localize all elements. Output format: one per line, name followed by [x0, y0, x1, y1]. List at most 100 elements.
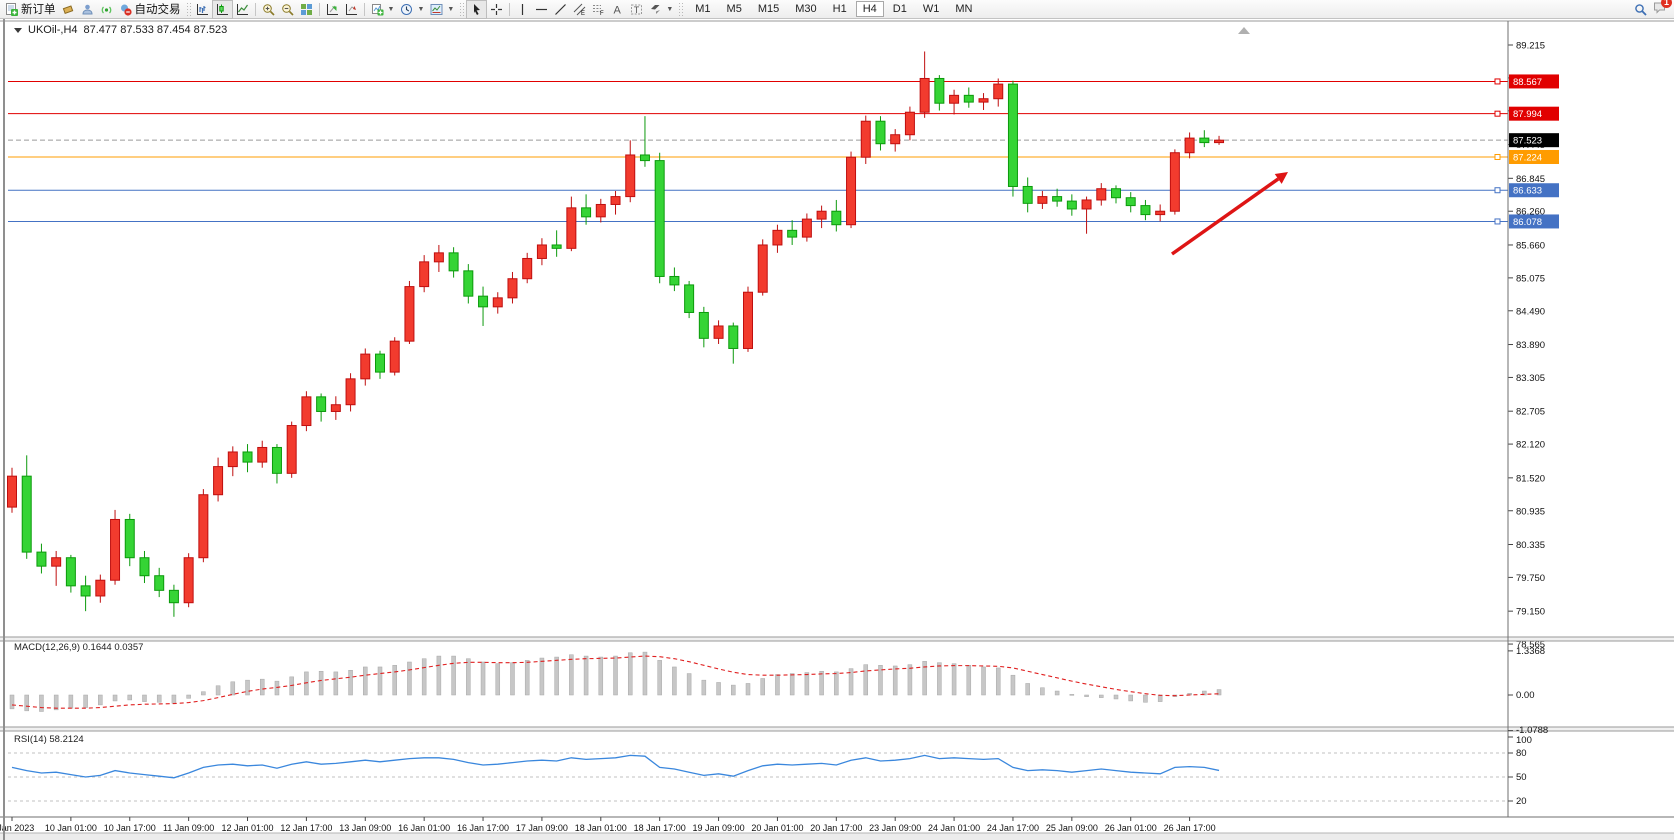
add-indicator-icon [371, 3, 383, 15]
text-button[interactable]: A [608, 1, 627, 18]
toolbar-separator [509, 2, 511, 16]
toolbar-separator [363, 2, 365, 16]
signals-button[interactable] [97, 1, 116, 18]
candlestick-button[interactable] [211, 0, 233, 19]
trend-arrow-annotation[interactable] [1170, 172, 1288, 256]
shapes-button[interactable]: ▼ [646, 1, 676, 18]
svg-text:83.890: 83.890 [1516, 340, 1545, 351]
timeframe-M5[interactable]: M5 [726, 3, 742, 15]
svg-text:82.705: 82.705 [1516, 407, 1545, 418]
shapes-arrows-icon [651, 4, 661, 14]
svg-text:16 Jan 17:00: 16 Jan 17:00 [457, 823, 509, 833]
profiles-icon [81, 4, 93, 14]
crosshair-button[interactable] [487, 1, 506, 18]
new-chart-icon [326, 3, 338, 15]
svg-text:86.845: 86.845 [1516, 174, 1545, 185]
tile-windows-button[interactable] [297, 1, 316, 18]
chart-title-bar: UKOil-,H4 87.477 87.533 87.454 87.523 [14, 24, 227, 36]
clock-icon [401, 3, 413, 15]
svg-text:13 Jan 09:00: 13 Jan 09:00 [339, 823, 391, 833]
notifications-button[interactable]: 1 [1653, 0, 1672, 17]
chevron-down-icon: ▼ [387, 5, 395, 13]
fibonacci-button[interactable]: F [589, 1, 608, 18]
svg-text:26 Jan 17:00: 26 Jan 17:00 [1164, 823, 1216, 833]
auto-trading-button[interactable]: 自动交易 [116, 1, 184, 18]
svg-text:18 Jan 17:00: 18 Jan 17:00 [634, 823, 686, 833]
new-order-label: 新订单 [21, 4, 56, 16]
rsi-axis[interactable]: 100 80 50 20 [1508, 735, 1532, 807]
chart-marker-button[interactable] [342, 1, 361, 18]
svg-text:F: F [600, 11, 604, 16]
toolbar-grip [459, 1, 465, 17]
symbol-dropdown-icon[interactable] [14, 27, 22, 33]
channel-button[interactable]: E [570, 1, 589, 18]
svg-text:87.994: 87.994 [1513, 109, 1542, 120]
svg-text:85.075: 85.075 [1516, 273, 1545, 284]
search-icon[interactable] [1634, 3, 1647, 16]
add-indicator-button[interactable]: ▼ [368, 1, 398, 18]
macd-label: MACD(12,26,9) 0.1644 0.0357 [14, 642, 144, 653]
timeframe-MN[interactable]: MN [955, 3, 973, 15]
timeframe-group: M1 M5 M15 M30 H1 H4 D1 W1 MN [687, 1, 980, 17]
zoom-in-button[interactable] [259, 1, 278, 18]
svg-text:12 Jan 01:00: 12 Jan 01:00 [221, 823, 273, 833]
new-chart-button[interactable] [323, 1, 342, 18]
eraser-button[interactable] [59, 1, 78, 18]
svg-text:10 Jan 17:00: 10 Jan 17:00 [104, 823, 156, 833]
chart-shift-marker[interactable] [1238, 27, 1250, 34]
chart-marker-icon [345, 3, 357, 15]
timeframe-H1[interactable]: H1 [832, 3, 847, 15]
timeframe-M1[interactable]: M1 [695, 3, 711, 15]
timeframe-D1[interactable]: D1 [892, 3, 907, 15]
toolbar-right-group: 1 [1634, 0, 1674, 17]
bar-chart-button[interactable] [193, 1, 212, 18]
svg-text:19 Jan 09:00: 19 Jan 09:00 [693, 823, 745, 833]
zoom-out-button[interactable] [278, 1, 297, 18]
rsi-label: RSI(14) 58.2124 [14, 734, 84, 745]
timeframe-M15[interactable]: M15 [757, 3, 780, 15]
macd-panel [9, 651, 1222, 712]
svg-text:79.150: 79.150 [1516, 607, 1545, 618]
svg-text:-1.0788: -1.0788 [1516, 725, 1548, 736]
chart-window[interactable]: 89.21588.63088.04587.44586.84586.26085.6… [0, 19, 1674, 840]
chart-canvas[interactable]: 89.21588.63088.04587.44586.84586.26085.6… [0, 19, 1674, 840]
text-label-icon: T [631, 4, 643, 15]
timeframe-H4[interactable]: H4 [855, 1, 884, 17]
svg-text:23 Jan 09:00: 23 Jan 09:00 [869, 823, 921, 833]
svg-text:80.335: 80.335 [1516, 540, 1545, 551]
bar-chart-icon [196, 3, 208, 15]
macd-axis[interactable]: 1.3368 0.00 -1.0788 [1508, 646, 1548, 736]
template-button[interactable]: ▼ [427, 1, 457, 18]
notification-count-badge: 1 [1661, 0, 1672, 8]
svg-text:50: 50 [1516, 772, 1527, 783]
timeframe-W1[interactable]: W1 [922, 3, 940, 15]
line-chart-button[interactable] [233, 1, 252, 18]
new-order-button[interactable]: 新订单 [2, 1, 59, 18]
svg-text:81.520: 81.520 [1516, 473, 1545, 484]
cursor-button[interactable] [466, 0, 488, 19]
horizontal-level-lines[interactable] [8, 78, 1508, 225]
vertical-line-button[interactable] [513, 1, 532, 18]
candlestick-icon [216, 3, 228, 15]
text-label-button[interactable]: T [627, 1, 646, 18]
profiles-button[interactable] [78, 1, 97, 18]
svg-text:80: 80 [1516, 748, 1527, 759]
svg-text:12 Jan 17:00: 12 Jan 17:00 [280, 823, 332, 833]
svg-text:87.224: 87.224 [1513, 152, 1542, 163]
timeframe-M30[interactable]: M30 [795, 3, 817, 15]
fibonacci-icon: F [593, 4, 604, 16]
zoom-out-icon [281, 3, 294, 16]
horizontal-line-button[interactable] [532, 1, 551, 18]
svg-text:18 Jan 01:00: 18 Jan 01:00 [575, 823, 627, 833]
rsi-panel [8, 752, 1508, 802]
new-order-icon [6, 2, 18, 16]
trendline-icon [555, 3, 567, 15]
period-button[interactable]: ▼ [397, 1, 427, 18]
text-icon: A [614, 4, 622, 16]
trendline-button[interactable] [551, 1, 570, 18]
price-axis[interactable]: 89.21588.63088.04587.44586.84586.26085.6… [1508, 41, 1559, 651]
svg-text:20 Jan 01:00: 20 Jan 01:00 [751, 823, 803, 833]
auto-trading-label: 自动交易 [134, 4, 181, 16]
time-axis[interactable]: 9 Jan 2023 10 Jan 01:00 10 Jan 17:00 11 Jan… [0, 817, 1216, 833]
svg-text:86.260: 86.260 [1516, 207, 1545, 218]
